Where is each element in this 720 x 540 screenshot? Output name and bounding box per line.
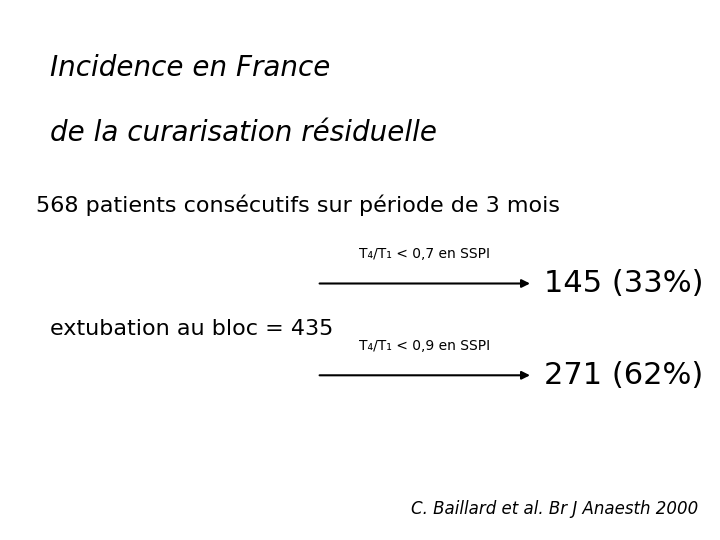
Text: T₄/T₁ < 0,7 en SSPI: T₄/T₁ < 0,7 en SSPI	[359, 247, 490, 261]
Text: de la curarisation résiduelle: de la curarisation résiduelle	[50, 119, 438, 147]
Text: Incidence en France: Incidence en France	[50, 54, 330, 82]
Text: extubation au bloc = 435: extubation au bloc = 435	[50, 319, 334, 340]
Text: C. Baillard et al. Br J Anaesth 2000: C. Baillard et al. Br J Anaesth 2000	[411, 501, 698, 518]
Text: 568 patients consécutifs sur période de 3 mois: 568 patients consécutifs sur période de …	[36, 194, 560, 216]
Text: T₄/T₁ < 0,9 en SSPI: T₄/T₁ < 0,9 en SSPI	[359, 339, 490, 353]
Text: 145 (33%): 145 (33%)	[544, 269, 703, 298]
Text: 271 (62%): 271 (62%)	[544, 361, 703, 390]
